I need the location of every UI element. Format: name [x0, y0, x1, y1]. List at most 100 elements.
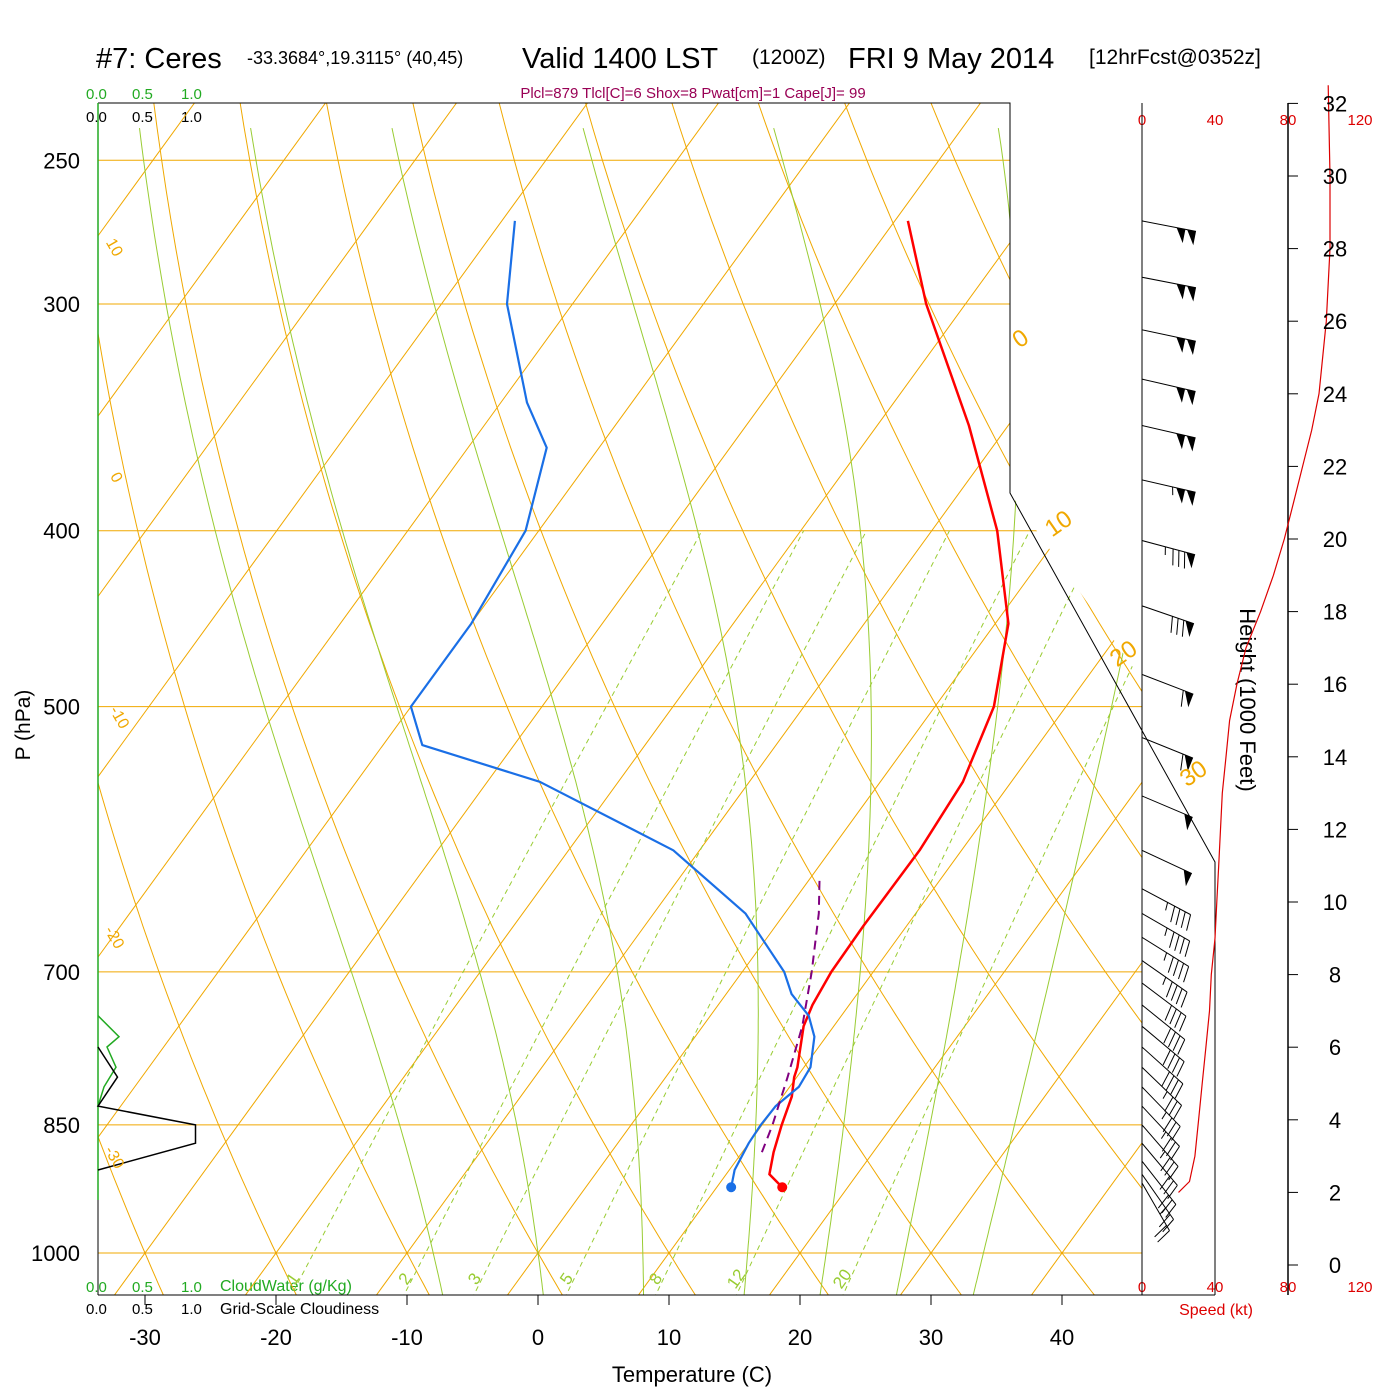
top-cloudiness-tick-1: 0.5 [132, 109, 153, 126]
wind-barb-staff [1141, 540, 1196, 556]
wind-barb-pennant [1186, 552, 1196, 569]
mixing-ratio-label: 8 [645, 1270, 666, 1289]
height-tick-label: 28 [1323, 237, 1347, 262]
wind-barb-pennant [1176, 284, 1186, 300]
wind-barb [1141, 1066, 1182, 1120]
wind-barb-flag [1162, 1117, 1173, 1133]
wind-barb-flag [1165, 1075, 1175, 1091]
wind-barb-flag [1176, 618, 1179, 635]
wind-barb-flag [1159, 1175, 1171, 1190]
wind-barb-staff [1141, 378, 1196, 392]
dry-adiabat--20 [98, 103, 299, 1295]
moist-adiabat-22 [773, 127, 872, 1295]
cloudwater-label: CloudWater (g/Kg) [220, 1278, 352, 1295]
wind-barb [1141, 540, 1196, 569]
moist-adiabat-8 [391, 127, 645, 1295]
wind-barb-flag [1181, 620, 1185, 637]
mixing-ratio-label: 20 [829, 1266, 855, 1292]
wind-barb-pennant [1187, 229, 1196, 246]
temp-tick-label: -30 [129, 1325, 161, 1350]
dry-adiabat-140 [1358, 95, 1400, 1299]
wind-barb-flag [1171, 1126, 1181, 1141]
wind-barb-staff [1141, 849, 1193, 875]
wind-barb-flag [1154, 1225, 1167, 1238]
isotherm--20 [125, 103, 1119, 1295]
wind-barb [1141, 1124, 1179, 1181]
wind-barb-staff [1141, 1046, 1184, 1085]
isotherm-30 [780, 103, 1142, 1295]
isotherm--40 [98, 103, 857, 1295]
height-axis-title: Height (1000 Feet) [1235, 608, 1260, 791]
wind-barb-staff [1141, 982, 1187, 1017]
wind-barb-pennant [1187, 339, 1196, 355]
wind-barb [1141, 1046, 1184, 1099]
height-tick-label: 20 [1323, 527, 1347, 552]
dry-adiabat-label: 10 [1040, 505, 1077, 542]
wind-barb-flag [1168, 1100, 1178, 1116]
wind-barb-staff [1141, 424, 1196, 439]
wind-barb-half-flag [1161, 1111, 1167, 1120]
dry-adiabat-120 [1186, 95, 1400, 1299]
top-cloudiness-tick-2: 1.0 [181, 109, 202, 126]
height-tick-label: 12 [1323, 817, 1347, 842]
top-cloudwater-tick-0: 0.0 [86, 86, 107, 103]
wind-barb-flag [1183, 966, 1190, 983]
wind-barb-flag [1164, 1096, 1174, 1112]
wind-barb [1141, 1025, 1185, 1077]
height-tick-label: 22 [1323, 454, 1347, 479]
height-tick-label: 0 [1329, 1253, 1341, 1278]
dry-adiabat--30 [98, 103, 166, 1295]
wind-barb-flag [1179, 1015, 1187, 1032]
wind-barb-flag [1170, 906, 1176, 923]
temp-tick-label: 10 [657, 1325, 681, 1350]
speed-axis-label: Speed (kt) [1179, 1302, 1253, 1319]
wind-barb [1141, 1182, 1170, 1243]
wind-barb-flag [1172, 959, 1179, 976]
wind-barb-pennant [1176, 227, 1186, 244]
isotherm--30 [98, 103, 988, 1295]
moist-adiabat-0 [250, 128, 545, 1295]
dry-adiabat-0 [152, 103, 566, 1295]
wind-barb-flag [1162, 1049, 1171, 1066]
top-cloudiness-tick-0: 0.0 [86, 109, 107, 126]
moist-adiabat-16 [582, 127, 759, 1295]
wind-barb-flag [1174, 934, 1180, 951]
wind-barb-flag [1162, 1219, 1174, 1233]
dry-adiabat-label: 30 [1175, 755, 1212, 792]
wind-barb-staff [1141, 1004, 1186, 1040]
wind-barb-staff [1141, 737, 1194, 759]
temp-tick-label: 20 [788, 1325, 812, 1350]
top-cloudwater-tick-2: 1.0 [181, 86, 202, 103]
isotherm--80 [98, 103, 333, 1295]
wind-barb-flag [1180, 991, 1188, 1008]
wind-barb-flag [1167, 1053, 1176, 1069]
wind-barb [1141, 605, 1195, 637]
wind-barb-flag [1168, 1166, 1179, 1181]
pressure-tick-label: 500 [43, 695, 80, 720]
wind-barb-staff [1141, 673, 1194, 695]
wind-barb-staff [1141, 913, 1190, 942]
wind-barb-flag [1180, 754, 1184, 771]
height-tick-label: 16 [1323, 672, 1347, 697]
height-tick-label: 2 [1329, 1180, 1341, 1205]
top-cloudwater-tick-1: 0.5 [132, 86, 153, 103]
wind-barb-flag [1165, 1204, 1177, 1218]
wind-barb-pennant [1184, 813, 1193, 831]
wind-barb-flag [1175, 988, 1183, 1005]
wind-barb-half-flag [1163, 952, 1168, 961]
station-coords: -33.3684°,19.3115° (40,45) [247, 48, 463, 68]
wind-barb-flag [1161, 1071, 1170, 1087]
wind-barb [1141, 936, 1190, 983]
pressure-tick-label: 250 [43, 148, 80, 173]
station-name: #7: Ceres [96, 43, 222, 75]
wind-barb [1141, 849, 1193, 887]
bottom-cloudwater-tick-2: 1.0 [181, 1279, 202, 1296]
wind-barb-staff [1141, 960, 1188, 993]
temperature-line [768, 220, 1010, 1189]
wind-barb-flag [1170, 616, 1173, 633]
temp-tick-label: 0 [532, 1325, 544, 1350]
cloudiness-label: Grid-Scale Cloudiness [220, 1301, 379, 1318]
wind-barb-flag [1157, 1194, 1169, 1209]
wind-barb-staff [1141, 936, 1189, 967]
wind-barb-flag [1170, 984, 1178, 1001]
